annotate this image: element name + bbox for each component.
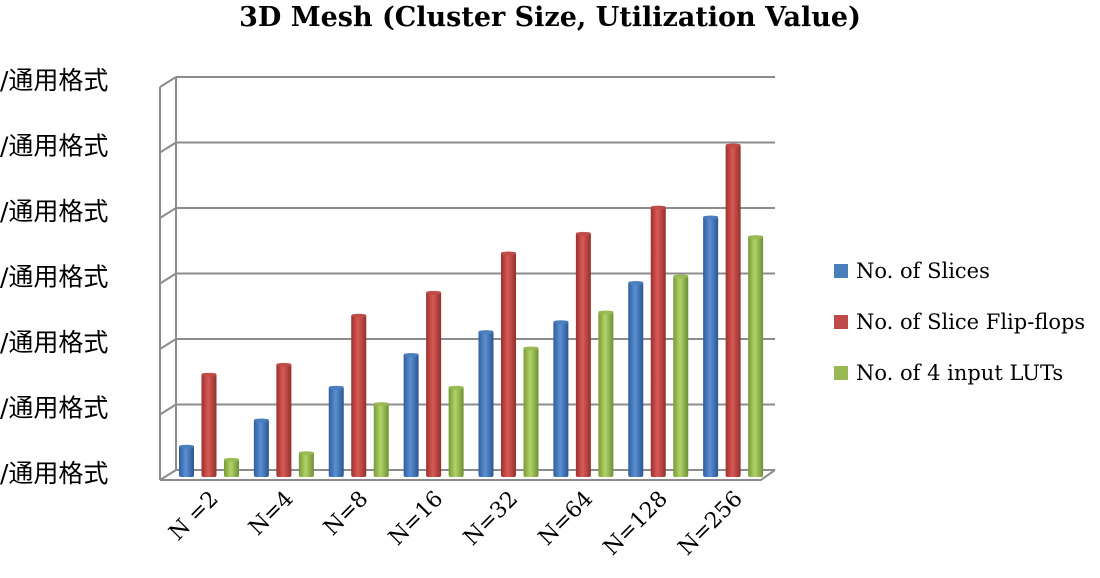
bar-top-0-2 xyxy=(328,385,344,390)
bar-2-5 xyxy=(598,310,614,477)
y-tick-label: /通用格式 xyxy=(0,263,108,292)
x-tick-label: N=8 xyxy=(319,487,373,541)
legend-label: No. of Slice Flip-flops xyxy=(856,310,1085,334)
bar-top-1-2 xyxy=(351,313,367,318)
y-tick-label: /通用格式 xyxy=(0,328,108,357)
gridline-depth xyxy=(159,272,177,285)
bar-2-1 xyxy=(298,451,314,477)
floor-right-edge xyxy=(760,469,776,481)
x-tick-label: N=4 xyxy=(244,487,298,541)
bar-top-1-6 xyxy=(650,205,666,210)
legend-swatch xyxy=(834,315,848,329)
bar-top-0-6 xyxy=(628,281,644,285)
legend-label: No. of 4 input LUTs xyxy=(856,361,1063,385)
bar-0-7 xyxy=(703,216,719,477)
x-tick-label: N=32 xyxy=(459,487,523,551)
legend-swatch xyxy=(834,264,848,278)
bar-top-2-1 xyxy=(298,451,314,456)
y-axis-ticks: /通用格式/通用格式/通用格式/通用格式/通用格式/通用格式/通用格式 xyxy=(0,66,108,488)
bar-top-1-4 xyxy=(501,251,516,256)
bar-top-2-3 xyxy=(448,385,464,390)
bar-2-2 xyxy=(373,402,389,477)
x-axis-ticks: N =2 N=4 N=8 N=16 N=32 N=64 N=128 N=256 xyxy=(165,487,748,561)
gridline-depth xyxy=(159,141,177,154)
gridline-depth xyxy=(159,469,177,481)
x-tick-label: N=256 xyxy=(674,487,748,561)
bar-1-2 xyxy=(351,314,367,477)
legend-swatch xyxy=(834,366,848,380)
bar-top-1-0 xyxy=(201,372,217,377)
gridline-depth xyxy=(159,207,177,219)
bar-2-3 xyxy=(448,386,464,477)
bar-top-1-5 xyxy=(575,231,591,236)
y-tick-label: /通用格式 xyxy=(0,132,108,161)
x-tick-label: N=64 xyxy=(534,487,598,551)
bar-1-0 xyxy=(201,373,217,477)
bar-top-1-7 xyxy=(725,143,741,148)
bar-0-6 xyxy=(628,281,644,477)
bar-1-1 xyxy=(276,363,292,477)
y-tick-label: /通用格式 xyxy=(0,66,108,95)
bar-1-4 xyxy=(501,252,516,477)
gridlines xyxy=(159,76,776,481)
gridline-depth xyxy=(159,338,177,350)
bar-1-7 xyxy=(725,143,741,477)
y-tick-label: /通用格式 xyxy=(0,459,108,488)
bar-top-2-7 xyxy=(748,235,764,240)
bar-2-4 xyxy=(523,347,539,477)
bar-top-2-6 xyxy=(673,274,689,279)
bar-1-6 xyxy=(650,206,666,478)
bar-2-7 xyxy=(748,235,764,477)
y-tick-label: /通用格式 xyxy=(0,394,108,423)
bar-top-2-0 xyxy=(224,457,239,462)
bar-top-0-1 xyxy=(253,418,269,423)
bar-0-4 xyxy=(478,330,494,477)
legend-label: No. of Slices xyxy=(856,259,990,283)
chart-title: 3D Mesh (Cluster Size, Utilization Value… xyxy=(239,2,861,33)
bar-1-5 xyxy=(575,232,591,477)
bar-top-0-0 xyxy=(179,444,194,449)
bar-2-6 xyxy=(673,274,689,477)
bar-2-0 xyxy=(224,458,239,477)
bar-0-3 xyxy=(403,353,419,477)
bar-top-1-3 xyxy=(426,290,442,295)
bar-top-0-3 xyxy=(403,353,419,358)
bar-top-2-5 xyxy=(598,310,614,315)
y-tick-label: /通用格式 xyxy=(0,197,108,226)
bar-0-5 xyxy=(553,320,569,477)
x-tick-label: N=16 xyxy=(384,487,448,551)
x-tick-label: N =2 xyxy=(165,487,224,546)
gridline-depth xyxy=(159,403,177,416)
bars xyxy=(179,143,764,478)
bar-top-1-1 xyxy=(276,362,292,367)
bar-top-0-4 xyxy=(478,330,494,335)
bar-top-2-4 xyxy=(523,346,539,351)
bar-top-0-5 xyxy=(553,320,569,325)
bar-top-0-7 xyxy=(703,215,719,220)
bar-1-3 xyxy=(426,291,442,477)
bar-0-1 xyxy=(253,419,269,477)
legend: No. of Slices No. of Slice Flip-flops No. … xyxy=(834,259,1085,385)
bar-0-0 xyxy=(179,445,194,477)
x-tick-label: N=128 xyxy=(599,487,673,561)
gridline-depth xyxy=(159,76,177,88)
bar-top-2-2 xyxy=(373,402,389,407)
bar-0-2 xyxy=(328,386,344,477)
